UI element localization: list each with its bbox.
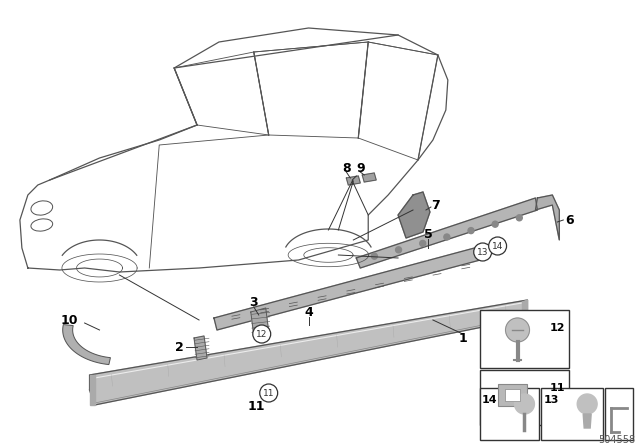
Text: 10: 10 [61,314,79,327]
Text: 14: 14 [492,241,503,250]
Text: 4: 4 [304,306,313,319]
FancyBboxPatch shape [480,370,569,425]
Circle shape [260,384,278,402]
Polygon shape [398,192,430,238]
FancyBboxPatch shape [498,384,527,406]
FancyBboxPatch shape [541,388,603,440]
Polygon shape [63,324,111,365]
Circle shape [253,325,271,343]
Text: 12: 12 [256,329,268,339]
Text: 1: 1 [458,332,467,345]
Text: 6: 6 [565,214,573,227]
Circle shape [577,394,597,414]
Text: 7: 7 [431,198,440,211]
Polygon shape [536,195,559,240]
Text: 5: 5 [424,228,432,241]
Circle shape [515,394,534,414]
Polygon shape [90,375,95,405]
Circle shape [396,247,401,253]
Polygon shape [251,308,269,335]
FancyBboxPatch shape [504,389,520,401]
Circle shape [489,237,507,255]
Text: 13: 13 [543,395,559,405]
Polygon shape [194,336,207,360]
Circle shape [420,241,426,246]
Polygon shape [362,173,376,182]
Text: 11: 11 [263,388,275,397]
FancyBboxPatch shape [480,310,569,368]
Text: 8: 8 [342,161,351,175]
Text: 14: 14 [482,395,497,405]
Circle shape [474,243,492,261]
Text: 11: 11 [248,400,266,413]
Text: 13: 13 [477,247,488,257]
Circle shape [492,221,498,227]
Text: 12: 12 [550,323,565,333]
Polygon shape [20,28,448,272]
Circle shape [506,318,529,342]
Polygon shape [583,414,591,428]
FancyBboxPatch shape [480,388,540,440]
Polygon shape [90,300,527,405]
Text: 9: 9 [356,161,365,175]
FancyBboxPatch shape [605,388,633,440]
Polygon shape [522,300,527,320]
Text: 3: 3 [250,296,258,309]
Circle shape [468,228,474,233]
Circle shape [516,215,522,221]
Polygon shape [356,198,538,268]
Circle shape [444,234,450,240]
Polygon shape [346,176,360,185]
Text: 504558: 504558 [598,435,636,445]
Text: 2: 2 [175,340,184,353]
Polygon shape [214,245,488,330]
Text: 11: 11 [550,383,565,393]
Circle shape [371,253,378,259]
